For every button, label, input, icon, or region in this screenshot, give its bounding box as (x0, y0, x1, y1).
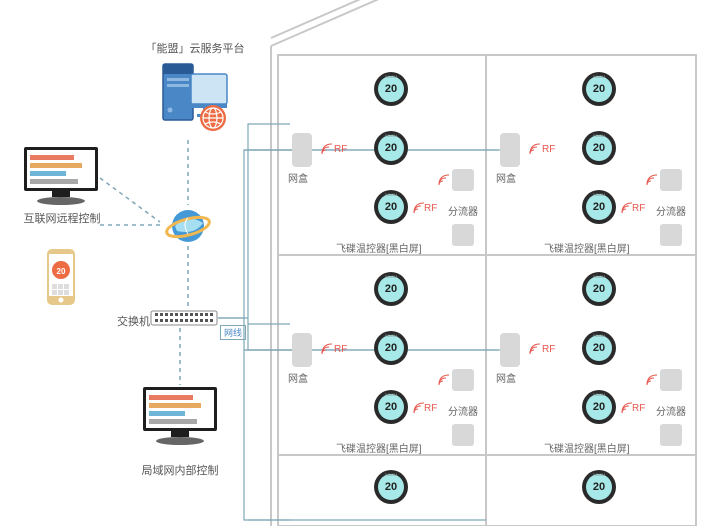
thermostat-icon: ROOM20 (374, 470, 408, 504)
thermostat-icon: ROOM20 (374, 272, 408, 306)
thermostat-icon: ROOM20 (374, 72, 408, 106)
splitter-box-icon (660, 169, 682, 191)
remote-control-label: 互联网远程控制 (22, 210, 102, 226)
thermostat-icon: ROOM20 (582, 72, 616, 106)
gateway-box-icon (292, 333, 312, 367)
splitter-box-icon (660, 369, 682, 391)
splitter-box-icon (452, 169, 474, 191)
splitter-label: 分流器 (656, 203, 686, 218)
rf-label: RF (424, 403, 437, 414)
gateway-label: 网盒 (496, 170, 516, 185)
lan-control-label: 局域网内部控制 (141, 462, 219, 478)
svg-text:20: 20 (57, 267, 66, 276)
cloud-platform-label: 「能盟」云服务平台 (140, 40, 250, 56)
thermostat-icon: ROOM20 (582, 331, 616, 365)
gateway-label: 网盒 (288, 370, 308, 385)
switch-label: 交换机 (112, 313, 150, 329)
rf-label: RF (424, 203, 437, 214)
cable-label: 网线 (220, 325, 246, 340)
gateway-box-icon (500, 333, 520, 367)
rf-label: RF (632, 203, 645, 214)
thermostat-icon: ROOM20 (582, 190, 616, 224)
splitter-box-icon (452, 369, 474, 391)
rf-label: RF (632, 403, 645, 414)
splitter-label: 分流器 (448, 203, 478, 218)
splitter-label: 分流器 (448, 403, 478, 418)
thermostat-icon: ROOM20 (582, 390, 616, 424)
thermostat-icon: ROOM20 (374, 131, 408, 165)
rf-label: RF (542, 144, 555, 155)
thermostat-icon: ROOM20 (582, 272, 616, 306)
rf-label: RF (542, 344, 555, 355)
thermostat-caption: 飞碟温控器[黑白屏] (544, 440, 630, 455)
thermostat-icon: ROOM20 (582, 131, 616, 165)
gateway-box-icon (292, 133, 312, 167)
splitter-label: 分流器 (656, 403, 686, 418)
splitter-box-icon (452, 224, 474, 246)
thermostat-icon: ROOM20 (582, 470, 616, 504)
thermostat-icon: ROOM20 (374, 390, 408, 424)
splitter-box-icon (660, 224, 682, 246)
gateway-box-icon (500, 133, 520, 167)
thermostat-caption: 飞碟温控器[黑白屏] (336, 440, 422, 455)
splitter-box-icon (452, 424, 474, 446)
thermostat-icon: ROOM20 (374, 190, 408, 224)
rf-label: RF (334, 144, 347, 155)
thermostat-icon: ROOM20 (374, 331, 408, 365)
thermostat-caption: 飞碟温控器[黑白屏] (336, 240, 422, 255)
gateway-label: 网盒 (288, 170, 308, 185)
rf-label: RF (334, 344, 347, 355)
thermostat-caption: 飞碟温控器[黑白屏] (544, 240, 630, 255)
gateway-label: 网盒 (496, 370, 516, 385)
splitter-box-icon (660, 424, 682, 446)
